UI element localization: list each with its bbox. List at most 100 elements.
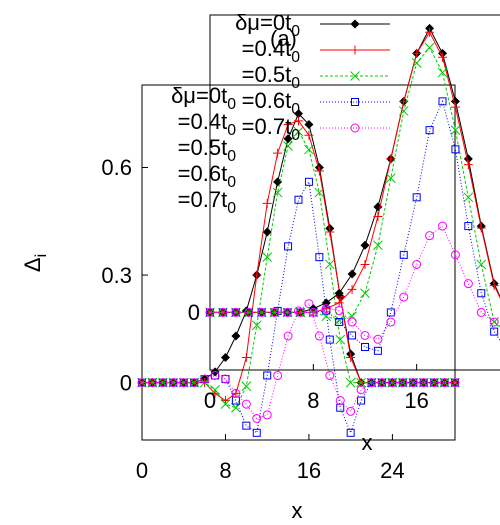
main-data-point (241, 353, 251, 363)
inset-data-point (308, 307, 318, 317)
main-data-point (356, 377, 366, 388)
main-x-tick-label: 0 (136, 458, 148, 483)
main-legend-label: δμ=0t0 (171, 83, 236, 113)
inset-data-point (360, 330, 370, 340)
inset-series-4 (205, 221, 500, 344)
main-data-point (231, 331, 241, 341)
inset-legend-label: =0.5t0 (242, 62, 301, 92)
main-data-point (220, 374, 230, 384)
main-data-point (252, 413, 262, 423)
main-data-point (314, 166, 324, 176)
inset-data-point (386, 317, 396, 327)
inset-data-point (399, 250, 408, 259)
inset-data-point (463, 192, 474, 203)
inset-data-point (451, 145, 460, 154)
inset-data-point (360, 288, 370, 299)
inset-legend-marker (350, 123, 360, 133)
inset-x-axis-label: x (362, 430, 373, 455)
main-data-point (408, 378, 418, 388)
main-data-point (283, 134, 293, 144)
main-data-point (262, 227, 272, 237)
inset-data-point (334, 298, 344, 308)
inset-data-point (438, 221, 447, 231)
main-data-point (345, 377, 356, 388)
inset-data-point (385, 173, 396, 183)
inset-data-point (347, 284, 357, 294)
inset-data-point (398, 106, 409, 116)
inset-data-point (361, 342, 369, 351)
inset-data-point (490, 327, 499, 336)
main-legend-label: =0.6t0 (178, 161, 237, 191)
main-data-point (158, 378, 168, 388)
main-data-point (241, 381, 252, 392)
main-data-point (357, 396, 366, 405)
inset-data-point (335, 318, 344, 327)
main-data-point (200, 374, 210, 384)
main-data-point (346, 428, 355, 437)
main-data-point (273, 370, 283, 380)
inset-series-line (210, 46, 500, 327)
main-data-point (283, 331, 293, 341)
main-x-tick-label: 16 (297, 458, 321, 483)
inset-data-point (425, 126, 434, 135)
inset-data-point (360, 259, 370, 269)
inset-data-point (412, 48, 422, 58)
inset-data-point (489, 317, 499, 327)
inset-data-point (463, 160, 473, 170)
main-data-point (210, 370, 220, 380)
inset-x-tick-label: 0 (204, 388, 216, 413)
inset-data-point (438, 52, 447, 62)
inset-data-point (437, 67, 448, 78)
inset-data-point (348, 331, 357, 340)
main-data-point (367, 378, 377, 388)
inset-data-point (424, 42, 435, 53)
main-x-tick-label: 8 (219, 458, 231, 483)
inset-panel-annotation: (a) (270, 26, 297, 51)
main-data-point (273, 148, 283, 158)
main-legend: δμ=0t0=0.4t0=0.5t0=0.6t0=0.7t0 (171, 83, 236, 217)
inset-legend-marker (351, 98, 359, 106)
main-data-point (335, 396, 345, 406)
main-legend-label: =0.7t0 (178, 187, 237, 217)
main-data-point (283, 119, 293, 129)
main-panel: 0 8 16 24 0 0.3 0.6 x Δi δμ=0t0=0.4t0=0.5t0=0.6t0… (20, 83, 460, 523)
main-data-point (314, 187, 325, 198)
inset-data-point (450, 125, 461, 135)
main-data-point (304, 119, 314, 129)
main-data-point (220, 399, 231, 409)
main-data-point (429, 378, 439, 388)
inset-data-point (412, 193, 421, 202)
inset-data-point (244, 307, 254, 317)
main-data-point (252, 270, 262, 280)
main-data-point (231, 396, 240, 405)
inset-x-tick-label: 8 (307, 388, 319, 413)
inset-series-line (210, 225, 500, 340)
inset-legend-label: δμ=0t0 (235, 10, 300, 40)
main-data-point (336, 403, 345, 412)
inset-data-point (399, 96, 409, 106)
main-data-point (314, 331, 324, 341)
inset-data-point (283, 307, 292, 317)
inset-data-point (425, 27, 435, 37)
inset-data-point (411, 58, 422, 68)
main-data-point (294, 109, 303, 119)
main-data-point (168, 378, 178, 388)
inset-series-line (210, 99, 500, 352)
main-data-point (262, 410, 272, 420)
inset-data-point (438, 97, 447, 106)
inset-data-point (450, 102, 460, 112)
main-data-point (252, 428, 261, 437)
main-data-point (346, 353, 356, 363)
main-y-tick-label: 0.3 (101, 263, 132, 288)
main-y-axis-label: Δi (20, 254, 50, 272)
inset-data-point (373, 334, 383, 344)
inset-data-point (373, 211, 383, 221)
main-axes-frame (141, 84, 456, 441)
main-x-tick-label: 24 (380, 458, 404, 483)
main-data-point (242, 421, 251, 430)
inset-data-point (270, 307, 280, 317)
main-data-point (251, 320, 262, 331)
main-data-point (335, 334, 346, 345)
